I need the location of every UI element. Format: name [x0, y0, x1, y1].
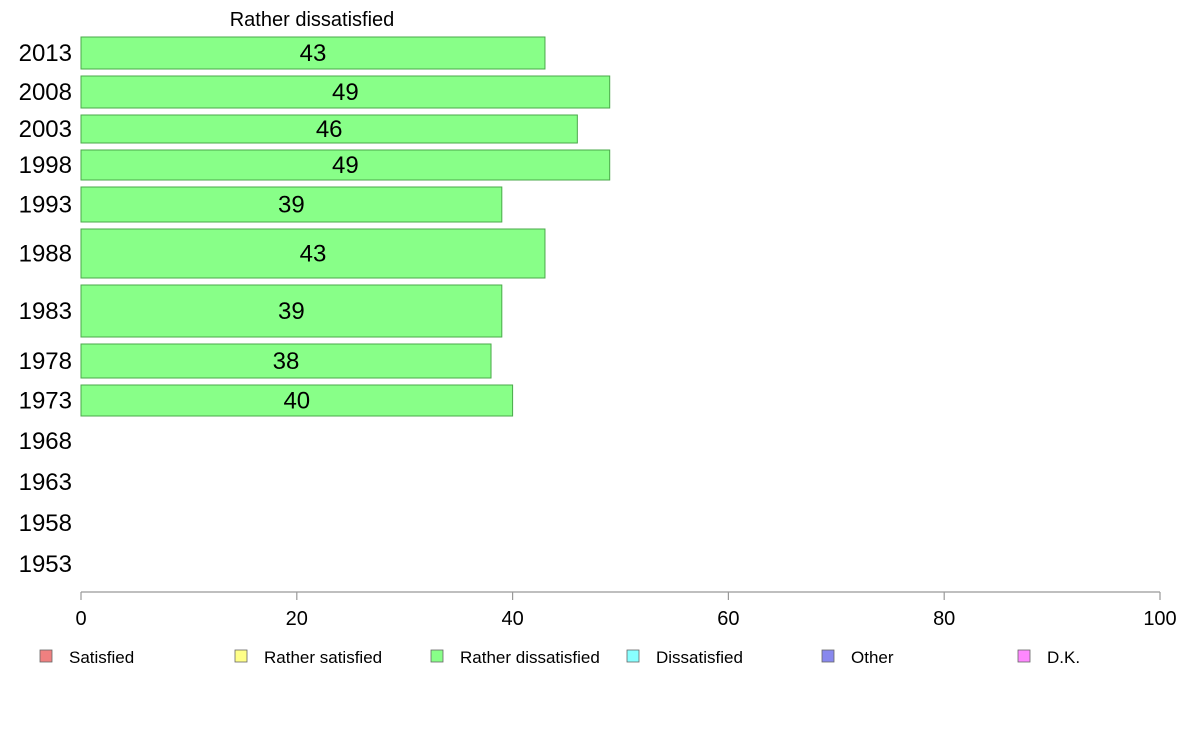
legend-label: D.K.: [1047, 648, 1080, 667]
legend-label: Dissatisfied: [656, 648, 743, 667]
legend-swatch: [39, 649, 53, 663]
legend-label: Satisfied: [69, 648, 134, 667]
x-tick-label: 60: [717, 608, 739, 630]
x-tick-label: 100: [1143, 608, 1176, 630]
legend-swatch: [1017, 649, 1031, 663]
bar-2008: [80, 75, 611, 109]
bar-1978: [80, 343, 492, 379]
bar-value-label: 39: [278, 298, 305, 325]
y-tick-label: 1963: [19, 469, 72, 496]
y-tick-label: 1993: [19, 192, 72, 219]
y-tick-label: 1958: [19, 510, 72, 537]
legend-swatch: [626, 649, 640, 663]
bar-2013: [80, 36, 546, 70]
x-tick-label: 80: [933, 608, 955, 630]
bar-1973: [80, 384, 514, 417]
bar-1993: [80, 186, 503, 223]
y-tick-label: 2003: [19, 116, 72, 143]
y-tick-label: 1983: [19, 298, 72, 325]
bar-1988: [80, 228, 546, 279]
bar-1998: [80, 149, 611, 181]
legend-swatch: [821, 649, 835, 663]
y-tick-label: 2013: [19, 40, 72, 67]
bar-value-label: 49: [332, 79, 359, 106]
legend-swatch: [430, 649, 444, 663]
legend: Satisfied Rather satisfied Rather dissatis…: [39, 648, 1080, 667]
bar-value-label: 43: [300, 241, 327, 268]
legend-swatch: [234, 649, 248, 663]
legend-label: Rather dissatisfied: [460, 648, 600, 667]
legend-label: Rather satisfied: [264, 648, 382, 667]
y-tick-label: 1973: [19, 388, 72, 415]
x-tick-label: 40: [501, 608, 523, 630]
y-tick-label: 1988: [19, 241, 72, 268]
bar-1983: [80, 284, 503, 338]
bar-2003: [80, 114, 578, 144]
bar-value-label: 49: [332, 152, 359, 179]
bar-value-label: 46: [316, 116, 343, 143]
y-tick-label: 1978: [19, 348, 72, 375]
x-axis: 0 20 40 60 80 100: [75, 592, 1177, 630]
y-axis-labels: 2013 2008 2003 1998 1993 1988 1983 1978 1973 1968…: [19, 40, 72, 578]
bar-value-label: 43: [300, 40, 327, 67]
bar-value-label: 39: [278, 192, 305, 219]
x-tick-label: 20: [286, 608, 308, 630]
chart-title: Rather dissatisfied: [230, 9, 395, 31]
bar-value-label: 40: [283, 388, 310, 415]
y-tick-label: 1968: [19, 428, 72, 455]
bar-value-label: 38: [273, 348, 300, 375]
x-tick-label: 0: [75, 608, 86, 630]
y-tick-label: 2008: [19, 79, 72, 106]
legend-label: Other: [851, 648, 894, 667]
y-tick-label: 1998: [19, 152, 72, 179]
y-tick-label: 1953: [19, 551, 72, 578]
